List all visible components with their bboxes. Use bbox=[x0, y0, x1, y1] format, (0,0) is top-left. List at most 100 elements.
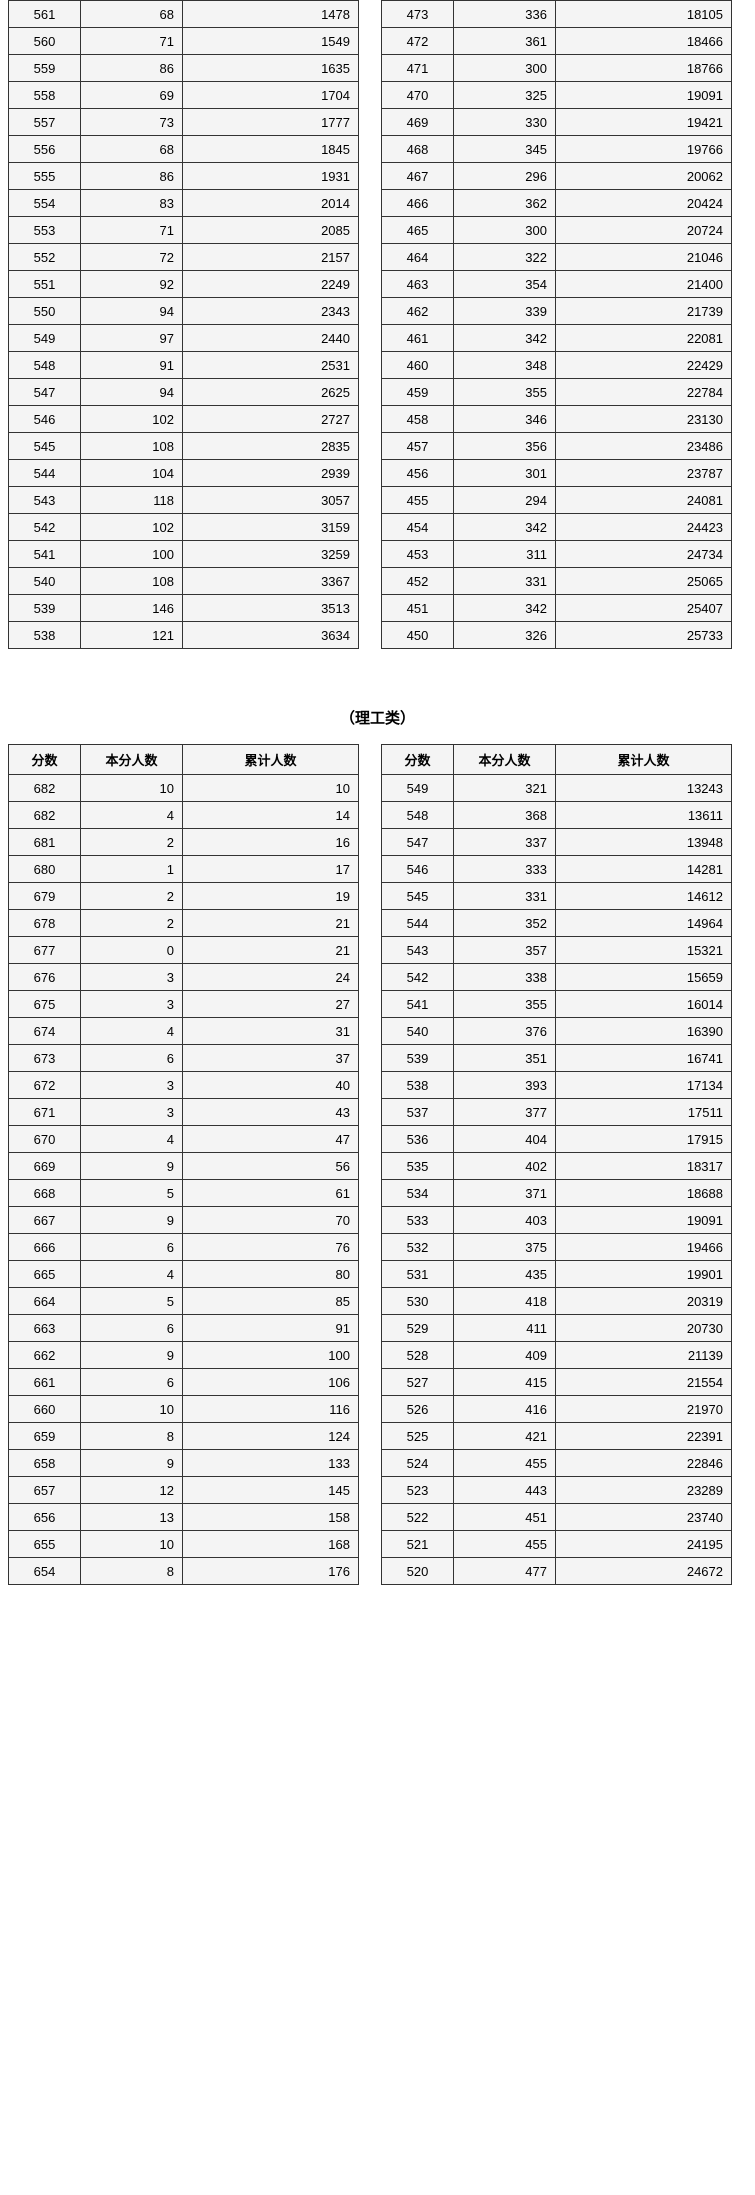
top-left-table: 5616814785607115495598616355586917045577… bbox=[8, 0, 359, 649]
score-cell: 467 bbox=[382, 163, 454, 190]
score-cell: 682 bbox=[9, 775, 81, 802]
score-cell: 456 bbox=[382, 460, 454, 487]
cum-cell: 13243 bbox=[556, 775, 732, 802]
cum-cell: 2343 bbox=[183, 298, 359, 325]
count-cell: 331 bbox=[454, 883, 556, 910]
count-cell: 73 bbox=[81, 109, 183, 136]
table-row: 52941120730 bbox=[382, 1315, 732, 1342]
score-cell: 547 bbox=[9, 379, 81, 406]
score-cell: 545 bbox=[9, 433, 81, 460]
score-cell: 520 bbox=[382, 1558, 454, 1585]
col-header-score: 分数 bbox=[382, 745, 454, 775]
score-cell: 546 bbox=[382, 856, 454, 883]
score-cell: 549 bbox=[382, 775, 454, 802]
count-cell: 0 bbox=[81, 937, 183, 964]
cum-cell: 23289 bbox=[556, 1477, 732, 1504]
table-row: 552722157 bbox=[9, 244, 359, 271]
count-cell: 300 bbox=[454, 55, 556, 82]
cum-cell: 24734 bbox=[556, 541, 732, 568]
cum-cell: 3634 bbox=[183, 622, 359, 649]
table-row: 673637 bbox=[9, 1045, 359, 1072]
table-row: 553712085 bbox=[9, 217, 359, 244]
score-cell: 526 bbox=[382, 1396, 454, 1423]
table-row: 45134225407 bbox=[382, 595, 732, 622]
table-row: 65510168 bbox=[9, 1531, 359, 1558]
count-cell: 108 bbox=[81, 433, 183, 460]
table-row: 5451082835 bbox=[9, 433, 359, 460]
table-row: 559861635 bbox=[9, 55, 359, 82]
top-tables-block: 5616814785607115495598616355586917045577… bbox=[0, 0, 755, 649]
count-cell: 8 bbox=[81, 1558, 183, 1585]
score-cell: 542 bbox=[382, 964, 454, 991]
count-cell: 2 bbox=[81, 883, 183, 910]
score-cell: 548 bbox=[9, 352, 81, 379]
table-row: 53737717511 bbox=[382, 1099, 732, 1126]
cum-cell: 14612 bbox=[556, 883, 732, 910]
table-row: 6589133 bbox=[9, 1450, 359, 1477]
cum-cell: 23787 bbox=[556, 460, 732, 487]
cum-cell: 24 bbox=[183, 964, 359, 991]
cum-cell: 20730 bbox=[556, 1315, 732, 1342]
count-cell: 91 bbox=[81, 352, 183, 379]
count-cell: 10 bbox=[81, 1531, 183, 1558]
score-cell: 657 bbox=[9, 1477, 81, 1504]
cum-cell: 19091 bbox=[556, 1207, 732, 1234]
table-row: 65613158 bbox=[9, 1504, 359, 1531]
cum-cell: 25065 bbox=[556, 568, 732, 595]
score-cell: 547 bbox=[382, 829, 454, 856]
count-cell: 68 bbox=[81, 1, 183, 28]
table-row: 45834623130 bbox=[382, 406, 732, 433]
count-cell: 443 bbox=[454, 1477, 556, 1504]
table-row: 5461022727 bbox=[9, 406, 359, 433]
cum-cell: 17134 bbox=[556, 1072, 732, 1099]
cum-cell: 21400 bbox=[556, 271, 732, 298]
table-row: 682414 bbox=[9, 802, 359, 829]
table-row: 52840921139 bbox=[382, 1342, 732, 1369]
table-row: 45331124734 bbox=[382, 541, 732, 568]
table-row: 554832014 bbox=[9, 190, 359, 217]
score-cell: 452 bbox=[382, 568, 454, 595]
score-cell: 539 bbox=[382, 1045, 454, 1072]
count-cell: 322 bbox=[454, 244, 556, 271]
cum-cell: 70 bbox=[183, 1207, 359, 1234]
cum-cell: 3513 bbox=[183, 595, 359, 622]
table-row: 665480 bbox=[9, 1261, 359, 1288]
cum-cell: 17 bbox=[183, 856, 359, 883]
score-cell: 552 bbox=[9, 244, 81, 271]
cum-cell: 25733 bbox=[556, 622, 732, 649]
score-cell: 471 bbox=[382, 55, 454, 82]
count-cell: 351 bbox=[454, 1045, 556, 1072]
cum-cell: 80 bbox=[183, 1261, 359, 1288]
count-cell: 342 bbox=[454, 325, 556, 352]
count-cell: 368 bbox=[454, 802, 556, 829]
science-right-table: 分数 本分人数 累计人数 549321132435483681361154733… bbox=[381, 744, 732, 1585]
table-row: 669956 bbox=[9, 1153, 359, 1180]
cum-cell: 14 bbox=[183, 802, 359, 829]
top-right-table: 4733361810547236118466471300187664703251… bbox=[381, 0, 732, 649]
count-cell: 371 bbox=[454, 1180, 556, 1207]
score-cell: 676 bbox=[9, 964, 81, 991]
count-cell: 9 bbox=[81, 1153, 183, 1180]
table-row: 5441042939 bbox=[9, 460, 359, 487]
score-cell: 677 bbox=[9, 937, 81, 964]
count-cell: 325 bbox=[454, 82, 556, 109]
score-cell: 463 bbox=[382, 271, 454, 298]
cum-cell: 21 bbox=[183, 910, 359, 937]
count-cell: 86 bbox=[81, 163, 183, 190]
table-row: 551922249 bbox=[9, 271, 359, 298]
count-cell: 331 bbox=[454, 568, 556, 595]
table-row: 45630123787 bbox=[382, 460, 732, 487]
score-cell: 541 bbox=[9, 541, 81, 568]
table-row: 550942343 bbox=[9, 298, 359, 325]
cum-cell: 18766 bbox=[556, 55, 732, 82]
score-cell: 466 bbox=[382, 190, 454, 217]
cum-cell: 100 bbox=[183, 1342, 359, 1369]
score-cell: 667 bbox=[9, 1207, 81, 1234]
cum-cell: 27 bbox=[183, 991, 359, 1018]
cum-cell: 21046 bbox=[556, 244, 732, 271]
score-cell: 531 bbox=[382, 1261, 454, 1288]
table-row: 679219 bbox=[9, 883, 359, 910]
cum-cell: 19466 bbox=[556, 1234, 732, 1261]
cum-cell: 22391 bbox=[556, 1423, 732, 1450]
score-cell: 548 bbox=[382, 802, 454, 829]
